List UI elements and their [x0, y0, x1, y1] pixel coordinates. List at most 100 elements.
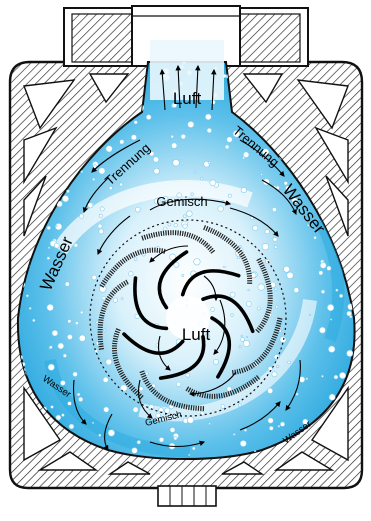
air-bubble: [80, 170, 84, 173]
air-bubble: [207, 161, 211, 165]
air-bubble: [169, 427, 176, 433]
air-bubble: [47, 285, 52, 290]
air-bubble: [226, 136, 233, 143]
impeller-vane: [210, 316, 232, 379]
air-bubble: [72, 371, 78, 377]
air-bubble: [239, 440, 247, 447]
air-bubble: [99, 285, 107, 293]
air-bubble: [257, 283, 265, 291]
air-bubble: [43, 47, 47, 51]
air-bubble: [208, 422, 211, 425]
air-bubble: [269, 281, 277, 288]
air-bubble: [112, 297, 118, 303]
air-bubble: [73, 243, 79, 248]
air-bubble: [145, 114, 152, 120]
diffuser-vane: [97, 279, 130, 350]
air-bubble: [257, 306, 261, 311]
air-bubble: [190, 192, 194, 196]
air-bubble: [180, 162, 184, 165]
air-bubble: [286, 271, 294, 280]
air-bubble: [136, 440, 141, 445]
air-bubble: [339, 371, 347, 379]
air-bubble: [262, 148, 270, 156]
air-bubble: [61, 413, 65, 417]
air-bubble: [52, 46, 54, 48]
air-bubble: [79, 310, 84, 315]
air-bubble: [98, 228, 104, 235]
air-bubble: [274, 287, 278, 291]
air-bubble: [60, 380, 66, 386]
impeller: [89, 219, 287, 417]
air-bubble: [183, 214, 187, 218]
air-bubble: [336, 39, 339, 42]
diffuser-vane: [139, 369, 205, 412]
air-bubble: [240, 334, 243, 338]
air-bubble: [285, 185, 291, 191]
air-bubble: [163, 226, 168, 231]
air-bubble: [119, 139, 125, 145]
air-bubble: [102, 376, 109, 383]
air-bubble: [186, 210, 193, 217]
air-bubble: [66, 189, 70, 194]
air-bubble: [242, 151, 250, 158]
air-bubble: [75, 321, 79, 326]
air-bubble: [240, 187, 247, 194]
air-bubble: [187, 121, 195, 129]
air-bubble: [95, 320, 99, 324]
air-bubble: [204, 333, 211, 340]
air-bubble: [245, 335, 249, 339]
air-bubble: [283, 181, 288, 186]
air-bubble: [97, 223, 103, 229]
air-bubble: [171, 142, 178, 149]
air-bubble: [176, 381, 182, 387]
air-bubble: [306, 224, 310, 227]
air-bubble: [98, 433, 102, 437]
air-bubble: [346, 349, 354, 357]
air-bubble: [268, 425, 274, 431]
air-bubble: [188, 453, 191, 457]
air-bubble: [41, 40, 46, 45]
air-bubble: [46, 303, 54, 312]
impeller-vanes: [122, 250, 255, 380]
diffuser-vanes: [97, 225, 283, 412]
air-bubble: [131, 447, 138, 454]
air-bubble: [55, 224, 58, 227]
air-bubble: [94, 348, 99, 353]
air-bubble: [210, 307, 215, 312]
air-bubble: [275, 305, 279, 309]
air-bubble: [68, 423, 75, 430]
air-bubble: [180, 156, 184, 159]
air-bubble: [335, 288, 339, 292]
label-gemisch-top: Gemisch: [156, 194, 207, 209]
air-bubble: [274, 317, 278, 321]
air-bubble: [192, 446, 196, 451]
air-bubble: [134, 313, 140, 320]
air-bubble: [238, 345, 242, 349]
air-bubble: [49, 345, 53, 350]
air-bubble: [302, 418, 309, 426]
diffuser-vane: [141, 230, 216, 255]
air-bubble: [173, 223, 178, 228]
air-bubble: [230, 313, 234, 317]
air-bubble: [277, 424, 281, 428]
diffuser-vane: [203, 225, 253, 285]
air-bubble: [328, 393, 336, 401]
air-bubble: [213, 358, 219, 365]
air-bubble: [267, 387, 274, 394]
air-bubble: [171, 102, 178, 109]
air-bubble: [311, 219, 315, 222]
diffuser-vane: [254, 257, 273, 334]
air-bubble: [223, 265, 226, 269]
air-bubble: [172, 159, 180, 167]
air-bubble: [305, 377, 309, 381]
air-bubble: [149, 151, 155, 157]
air-bubble: [313, 236, 317, 240]
air-bubble: [319, 262, 327, 269]
flow-arrows: [72, 64, 301, 451]
air-bubble: [169, 253, 176, 261]
air-bubble: [272, 236, 278, 242]
air-bubble: [328, 51, 334, 57]
impeller-vane: [133, 276, 169, 331]
